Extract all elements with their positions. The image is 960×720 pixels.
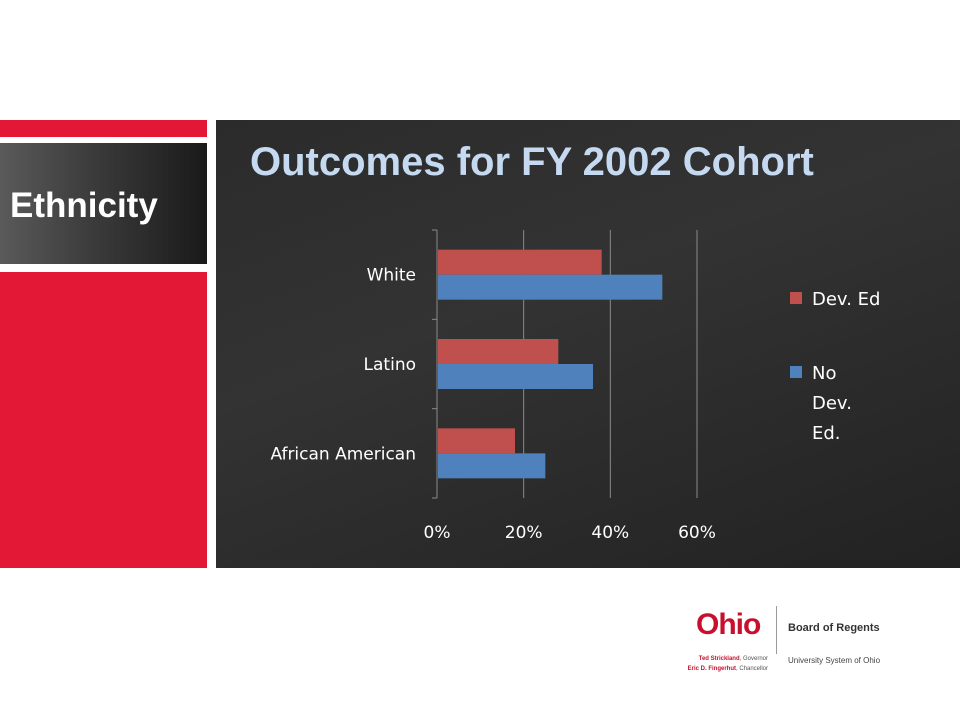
bar-chart: 0% 20% 40% 60% White Latino African American: [270, 229, 716, 543]
bar-no-dev-ed: [438, 453, 546, 479]
chart-panel: [216, 120, 960, 568]
bar-dev-ed: [438, 339, 559, 364]
legend-label-dev-ed: Dev. Ed: [812, 289, 881, 310]
ohio-wordmark: Ohio: [696, 608, 761, 641]
logo-divider: [776, 606, 777, 654]
side-title-panel: [0, 143, 207, 264]
accent-block: [0, 272, 207, 568]
category-label: Latino: [364, 355, 416, 375]
bar-dev-ed: [438, 249, 602, 275]
side-title: Ethnicity: [10, 186, 158, 225]
bar-no-dev-ed: [438, 274, 663, 300]
accent-strip: [0, 120, 207, 137]
governor-name: Ted Strickland: [698, 656, 740, 662]
bar-dev-ed: [438, 428, 515, 454]
governor-line: Ted Strickland, Governor: [699, 656, 768, 662]
x-tick-label: 0%: [424, 523, 451, 543]
chancellor-line: Eric D. Fingerhut, Chancellor: [688, 666, 768, 672]
chart-legend: Dev. Ed No Dev. Ed.: [790, 285, 882, 449]
chancellor-name: Eric D. Fingerhut: [687, 666, 736, 672]
chancellor-title: , Chancellor: [735, 666, 768, 672]
legend-item-dev-ed: Dev. Ed: [790, 285, 882, 315]
legend-swatch-dev-ed: [790, 292, 802, 304]
system-name: University System of Ohio: [788, 656, 881, 665]
legend-item-no-dev-ed: No Dev. Ed.: [790, 359, 882, 449]
category-label: African American: [270, 444, 416, 464]
bar-no-dev-ed: [438, 364, 593, 389]
slide-title: Outcomes for FY 2002 Cohort: [250, 140, 814, 184]
board-name: Board of Regents: [788, 622, 880, 634]
ohio-board-of-regents-logo: Ohio Board of Regents Ted Strickland, Go…: [688, 606, 896, 678]
legend-swatch-no-dev-ed: [790, 366, 802, 378]
legend-label-no-dev-ed: No Dev. Ed.: [812, 363, 852, 444]
x-tick-label: 40%: [591, 523, 629, 543]
governor-title: , Governor: [739, 656, 768, 662]
category-label: White: [367, 266, 416, 286]
x-tick-label: 20%: [505, 523, 543, 543]
x-tick-label: 60%: [678, 523, 716, 543]
